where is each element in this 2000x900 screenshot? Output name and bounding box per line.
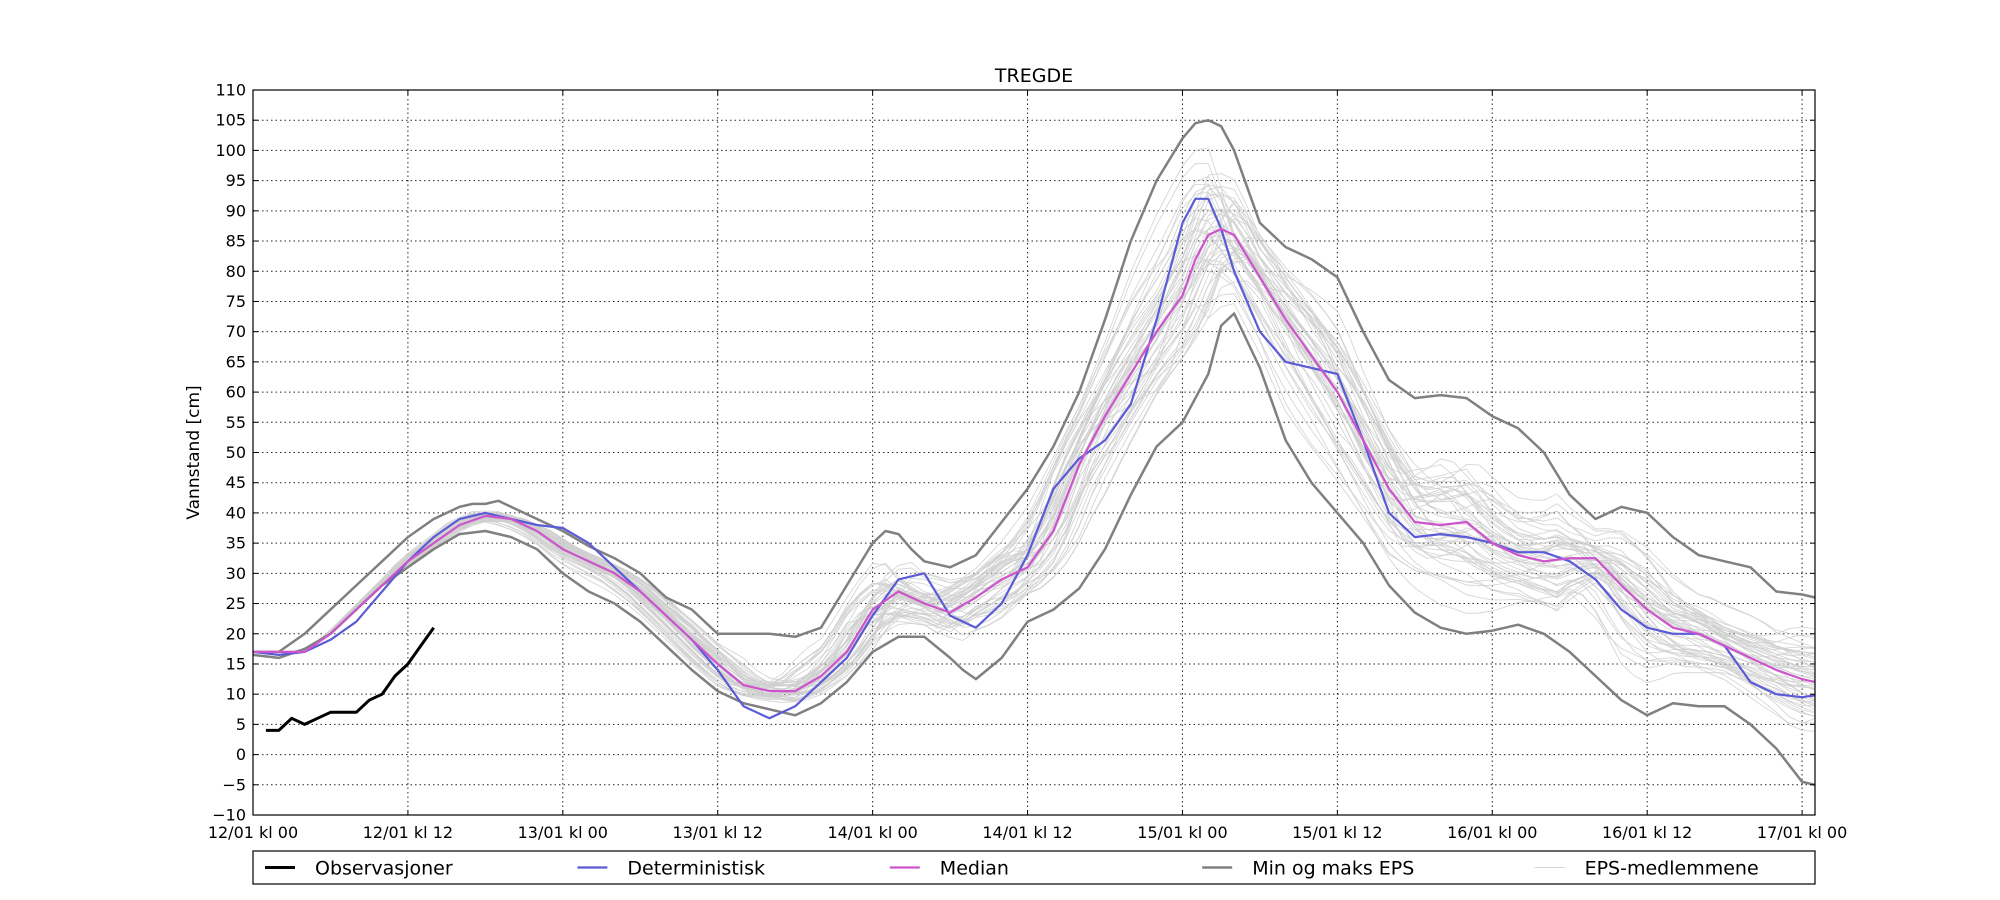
ensemble-member-line <box>253 213 1816 685</box>
ensemble-member-line <box>253 194 1816 683</box>
x-tick-label: 15/01 kl 12 <box>1292 823 1382 842</box>
y-tick-label: −5 <box>222 775 246 794</box>
ensemble-member-line <box>253 183 1816 689</box>
y-tick-label: 45 <box>226 473 246 492</box>
ensemble-member-line <box>253 192 1816 687</box>
y-tick-label: 35 <box>226 534 246 553</box>
x-tick-label: 12/01 kl 12 <box>363 823 453 842</box>
ensemble-member-line <box>253 202 1816 688</box>
y-tick-label: 60 <box>226 383 246 402</box>
ensemble-member-line <box>253 213 1816 687</box>
ensemble-member-line <box>253 255 1816 713</box>
y-tick-label: 0 <box>236 745 246 764</box>
ensemble-member-line <box>253 253 1816 714</box>
y-axis-label: Vannstand [cm] <box>184 385 204 519</box>
y-tick-label: 70 <box>226 322 246 341</box>
x-tick-label: 14/01 kl 12 <box>982 823 1072 842</box>
ensemble-member-line <box>253 235 1816 695</box>
y-ticks: −10 −5 0 5 10 15 20 25 30 35 40 45 50 55 60 65 70 75 80 85 9… <box>212 81 1815 825</box>
ensemble-member-line <box>253 258 1816 705</box>
ensemble-member-line <box>253 263 1816 707</box>
y-tick-label: 30 <box>226 564 246 583</box>
x-tick-label: 16/01 kl 00 <box>1447 823 1537 842</box>
ensemble-member-line <box>253 230 1816 697</box>
x-tick-label: 16/01 kl 12 <box>1602 823 1692 842</box>
y-tick-label: 75 <box>226 292 246 311</box>
ensemble-member-line <box>253 176 1816 690</box>
series-line-median <box>253 227 1816 693</box>
series <box>252 118 1816 787</box>
ensemble-member-line <box>253 247 1816 700</box>
legend: Observasjoner Deterministisk Median Min og … <box>252 850 1816 885</box>
ensemble-member-line <box>253 237 1816 694</box>
x-tick-label: 13/01 kl 12 <box>673 823 763 842</box>
y-tick-label: 110 <box>215 81 246 100</box>
ensemble-member-line <box>253 147 1816 686</box>
ensemble-member-line <box>253 223 1816 687</box>
y-tick-label: 5 <box>236 715 246 734</box>
ensemble-member-line <box>253 249 1816 695</box>
ensemble-member-line <box>253 237 1816 703</box>
legend-label: Median <box>940 858 1009 880</box>
ensemble-member-line <box>253 184 1816 687</box>
y-tick-label: 105 <box>215 111 246 130</box>
ensemble-member-line <box>253 218 1816 702</box>
y-tick-label: −10 <box>212 806 246 825</box>
x-tick-label: 13/01 kl 00 <box>518 823 608 842</box>
ensemble-member-line <box>253 234 1816 702</box>
ensemble-member-line <box>253 217 1816 694</box>
ensemble-member-line <box>253 191 1816 686</box>
ensemble-member-line <box>253 184 1816 685</box>
series-line-min-og-maks-eps <box>253 118 1816 654</box>
x-tick-label: 14/01 kl 00 <box>827 823 917 842</box>
y-tick-label: 40 <box>226 503 246 522</box>
y-tick-label: 25 <box>226 594 246 613</box>
legend-label: EPS-medlemmene <box>1585 858 1759 880</box>
ensemble-member-line <box>253 266 1816 703</box>
ensemble-member-line <box>253 228 1816 686</box>
y-tick-label: 95 <box>226 171 246 190</box>
x-ticks: 12/01 kl 00 12/01 kl 12 13/01 kl 00 13/01 k… <box>208 90 1847 842</box>
y-tick-label: 55 <box>226 413 246 432</box>
ensemble-member-line <box>253 193 1816 691</box>
legend-box <box>252 850 1816 885</box>
ensemble-member-line <box>253 163 1816 685</box>
y-tick-label: 85 <box>226 232 246 251</box>
ensemble-member-line <box>253 173 1816 687</box>
grid <box>253 90 1815 815</box>
ensemble-members <box>253 147 1816 732</box>
y-tick-label: 80 <box>226 262 246 281</box>
legend-label: Deterministisk <box>627 858 765 880</box>
ensemble-member-line <box>253 259 1816 724</box>
legend-label: Observasjoner <box>315 858 453 880</box>
chart-title: TREGDE <box>994 65 1073 87</box>
y-tick-label: 50 <box>226 443 246 462</box>
ensemble-member-line <box>253 208 1816 686</box>
ensemble-member-line <box>253 251 1816 718</box>
series-line-observasjoner <box>265 626 435 732</box>
y-tick-label: 90 <box>226 201 246 220</box>
ensemble-member-line <box>253 230 1816 693</box>
x-tick-label: 17/01 kl 00 <box>1757 823 1847 842</box>
series-line-min-og-maks-eps <box>252 312 1816 787</box>
ensemble-member-line <box>253 268 1816 707</box>
series-line-deterministisk <box>252 197 1816 720</box>
y-tick-label: 10 <box>226 685 246 704</box>
ensemble-member-line <box>253 208 1816 692</box>
legend-label: Min og maks EPS <box>1252 858 1414 880</box>
x-tick-label: 15/01 kl 00 <box>1137 823 1227 842</box>
ensemble-member-line <box>253 280 1816 702</box>
y-tick-label: 15 <box>226 654 246 673</box>
y-tick-label: 20 <box>226 624 246 643</box>
y-tick-label: 100 <box>215 141 246 160</box>
ensemble-member-line <box>253 199 1816 688</box>
y-tick-label: 65 <box>226 352 246 371</box>
x-tick-label: 12/01 kl 00 <box>208 823 298 842</box>
